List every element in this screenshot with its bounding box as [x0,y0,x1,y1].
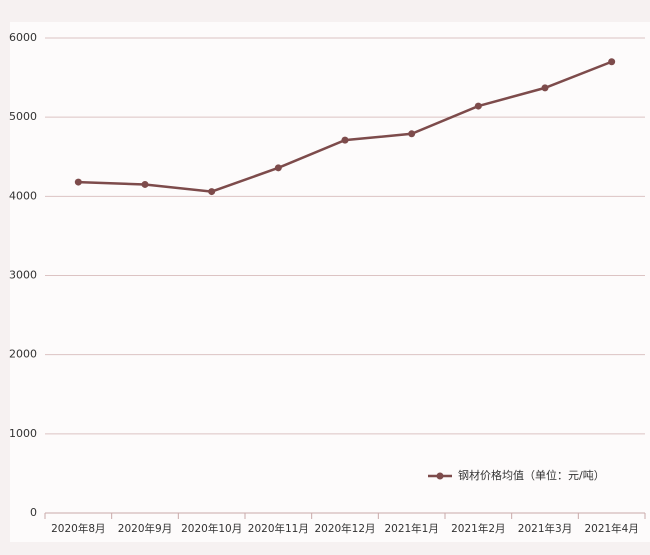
y-tick-label: 3000 [9,269,37,282]
point [274,164,282,172]
point [208,188,216,196]
point [74,178,82,186]
y-tick-label: 4000 [9,189,37,202]
legend-marker [436,472,444,480]
point [408,130,416,138]
x-tick-label: 2020年8月 [51,522,105,535]
y-tick-label: 1000 [9,427,37,440]
point [541,84,549,92]
x-tick-label: 2020年11月 [248,522,309,535]
legend-label: 钢材价格均值（单位：元/吨） [458,468,605,482]
point [341,136,349,144]
plot-background [10,22,650,542]
y-tick-label: 2000 [9,348,37,361]
x-tick-label: 2021年4月 [584,522,638,535]
point [141,180,149,188]
x-tick-label: 2021年3月 [518,522,572,535]
x-tick-label: 2020年12月 [314,522,375,535]
x-tick-label: 2020年9月 [118,522,172,535]
y-tick-label: 0 [30,506,37,519]
x-tick-label: 2021年1月 [384,522,438,535]
x-tick-label: 2020年10月 [181,522,242,535]
y-tick-label: 6000 [9,31,37,44]
point [608,58,616,66]
point [474,102,482,110]
y-tick-label: 5000 [9,110,37,123]
x-tick-label: 2021年2月 [451,522,505,535]
